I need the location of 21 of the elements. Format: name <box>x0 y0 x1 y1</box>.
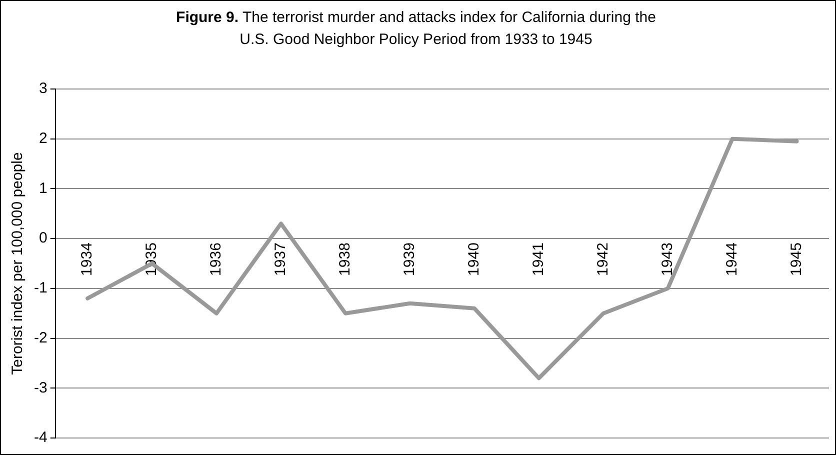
x-tick-label: 1941 <box>530 242 548 276</box>
y-axis-title: Terorist index per 100,000 people <box>9 152 26 375</box>
x-tick-label: 1940 <box>466 242 483 276</box>
x-tick-label: 1937 <box>272 242 290 276</box>
x-tick-label: 1939 <box>401 242 418 276</box>
x-tick-label: 1934 <box>78 242 96 276</box>
x-tick-label: 1942 <box>594 242 612 276</box>
y-tick-label: 1 <box>38 180 48 197</box>
x-tick-label: 1945 <box>788 242 805 276</box>
x-tick-label: 1936 <box>208 242 225 276</box>
y-tick-label: 2 <box>38 130 48 147</box>
y-tick-label: -1 <box>34 280 48 297</box>
y-tick-label: -2 <box>34 329 48 346</box>
y-tick-label: 0 <box>38 230 48 247</box>
y-tick-label: 3 <box>38 80 48 98</box>
chart-title: Figure 9. The terrorist murder and attacks index for California during the U.S. Good Neighbor Policy Period from 1933 to 1945 <box>175 8 657 50</box>
y-tick-label: -4 <box>34 429 48 446</box>
x-tick-label: 1944 <box>723 242 740 276</box>
y-tick-label: -3 <box>34 379 48 396</box>
x-tick-label: 1943 <box>658 242 676 276</box>
x-tick-label: 1938 <box>336 242 354 276</box>
